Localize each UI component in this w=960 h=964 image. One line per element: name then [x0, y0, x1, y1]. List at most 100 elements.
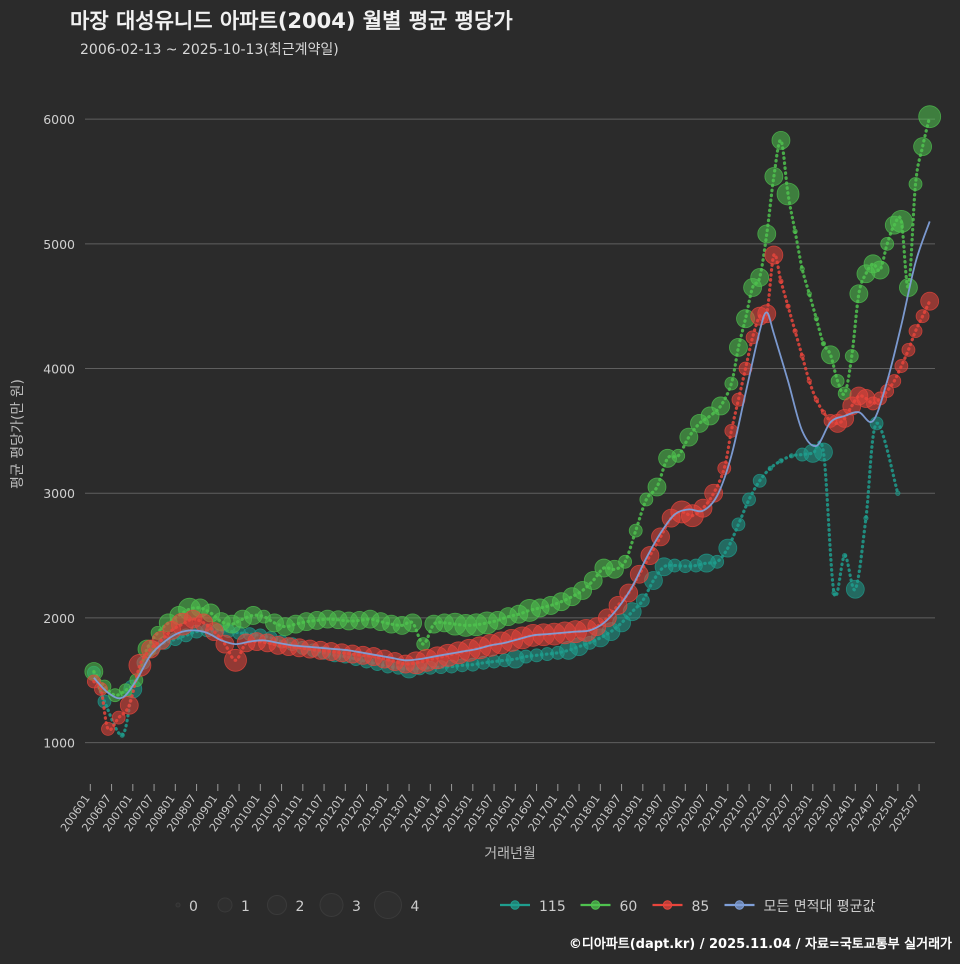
data-point[interactable] — [119, 695, 139, 715]
legend-swatch-marker — [734, 900, 745, 910]
x-axis-title: 거래년월 — [484, 846, 536, 862]
data-point[interactable] — [820, 409, 827, 415]
data-point[interactable] — [671, 448, 686, 463]
legend-item-115[interactable]: 115 — [500, 899, 566, 915]
y-axis-tick-label: 5000 — [43, 237, 75, 252]
legend-item-label: 85 — [692, 899, 710, 915]
data-point[interactable] — [757, 304, 777, 324]
size-legend-label: 2 — [296, 899, 305, 915]
data-point[interactable] — [639, 492, 654, 507]
y-axis-tick-label: 4000 — [43, 362, 75, 377]
data-point[interactable] — [821, 345, 840, 365]
data-point[interactable] — [752, 473, 767, 488]
data-point[interactable] — [792, 328, 798, 334]
data-point[interactable] — [844, 349, 859, 363]
legend-swatch-marker — [590, 900, 601, 910]
data-point[interactable] — [764, 167, 784, 186]
data-point[interactable] — [889, 210, 913, 233]
data-point[interactable] — [416, 637, 431, 651]
data-point[interactable] — [679, 427, 699, 447]
data-point[interactable] — [647, 477, 667, 497]
data-point[interactable] — [894, 359, 909, 373]
data-point[interactable] — [778, 278, 784, 284]
data-point[interactable] — [618, 554, 632, 569]
legend-item-60[interactable]: 60 — [580, 899, 638, 915]
data-point[interactable] — [738, 361, 753, 376]
data-point[interactable] — [745, 330, 760, 345]
data-point[interactable] — [813, 316, 819, 322]
data-point[interactable] — [913, 137, 932, 157]
data-point[interactable] — [598, 608, 617, 628]
data-point[interactable] — [776, 182, 800, 206]
data-point[interactable] — [799, 266, 805, 272]
data-point[interactable] — [731, 517, 746, 532]
data-point[interactable] — [908, 177, 923, 191]
legend-swatch-marker — [662, 900, 673, 910]
data-point[interactable] — [742, 492, 756, 507]
data-point[interactable] — [693, 498, 713, 518]
data-point[interactable] — [849, 284, 869, 304]
data-point[interactable] — [915, 309, 930, 324]
data-point[interactable] — [918, 105, 942, 129]
data-point[interactable] — [757, 224, 777, 244]
data-point[interactable] — [813, 397, 819, 403]
data-point[interactable] — [814, 442, 833, 462]
data-point[interactable] — [778, 458, 784, 464]
data-point[interactable] — [788, 453, 795, 459]
data-point[interactable] — [767, 465, 773, 471]
legend-item-label: 모든 면적대 평균값 — [764, 899, 876, 915]
data-point[interactable] — [771, 130, 791, 150]
legend-item-average[interactable]: 모든 면적대 평균값 — [724, 899, 876, 915]
data-point[interactable] — [583, 571, 603, 590]
data-point[interactable] — [403, 613, 423, 633]
data-point[interactable] — [908, 324, 923, 339]
chart-subtitle: 2006-02-13 ~ 2025-10-13(최근계약일) — [80, 42, 339, 58]
data-point[interactable] — [806, 378, 812, 384]
data-point[interactable] — [718, 538, 738, 558]
data-point[interactable] — [806, 291, 812, 297]
data-point[interactable] — [128, 653, 152, 677]
data-point[interactable] — [628, 523, 643, 538]
size-legend-marker — [267, 895, 287, 915]
data-point[interactable] — [101, 721, 115, 736]
series-legend: 115 60 85 모든 면적대 평균값 — [500, 899, 876, 915]
data-point[interactable] — [831, 590, 837, 596]
data-point[interactable] — [920, 291, 940, 311]
size-legend-label: 0 — [189, 899, 198, 915]
data-point[interactable] — [887, 374, 902, 388]
data-point[interactable] — [119, 732, 125, 738]
data-point[interactable] — [724, 376, 739, 391]
data-point[interactable] — [799, 353, 805, 359]
data-point[interactable] — [842, 552, 848, 559]
data-point[interactable] — [870, 260, 890, 280]
series-average — [93, 221, 931, 700]
data-point[interactable] — [704, 483, 724, 503]
data-point[interactable] — [880, 236, 895, 251]
data-point[interactable] — [764, 245, 784, 265]
data-point[interactable] — [820, 340, 827, 347]
data-point[interactable] — [750, 268, 770, 287]
data-point[interactable] — [869, 416, 884, 431]
legend-item-85[interactable]: 85 — [652, 899, 710, 915]
data-point[interactable] — [111, 710, 126, 725]
data-point[interactable] — [94, 682, 108, 696]
data-point[interactable] — [863, 515, 869, 521]
legend-item-label: 115 — [539, 899, 566, 915]
data-point[interactable] — [710, 554, 725, 569]
data-point[interactable] — [830, 374, 845, 388]
data-point[interactable] — [845, 579, 865, 599]
size-legend-marker — [319, 893, 344, 917]
data-point[interactable] — [895, 490, 901, 496]
data-point[interactable] — [792, 228, 798, 234]
y-axis-tick-label: 2000 — [43, 611, 75, 626]
data-point[interactable] — [711, 396, 731, 416]
data-point[interactable] — [635, 593, 650, 608]
size-legend-label: 1 — [241, 899, 250, 915]
data-point[interactable] — [901, 342, 916, 357]
data-point[interactable] — [224, 648, 247, 672]
data-point[interactable] — [729, 337, 748, 357]
data-point[interactable] — [785, 303, 791, 309]
